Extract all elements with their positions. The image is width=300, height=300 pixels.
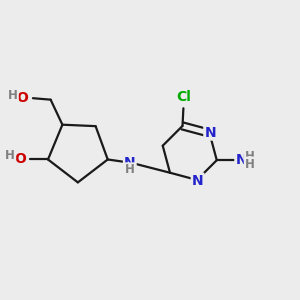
Text: Cl: Cl — [176, 90, 191, 104]
Text: H: H — [5, 149, 15, 162]
Text: H: H — [8, 89, 18, 102]
Text: H: H — [245, 158, 255, 170]
Text: N: N — [124, 156, 136, 170]
Text: O: O — [14, 152, 26, 166]
Text: H: H — [125, 163, 135, 176]
Text: O: O — [17, 91, 28, 105]
Text: N: N — [236, 153, 247, 166]
Text: N: N — [192, 174, 203, 188]
Text: H: H — [245, 150, 255, 163]
Text: N: N — [204, 126, 216, 140]
